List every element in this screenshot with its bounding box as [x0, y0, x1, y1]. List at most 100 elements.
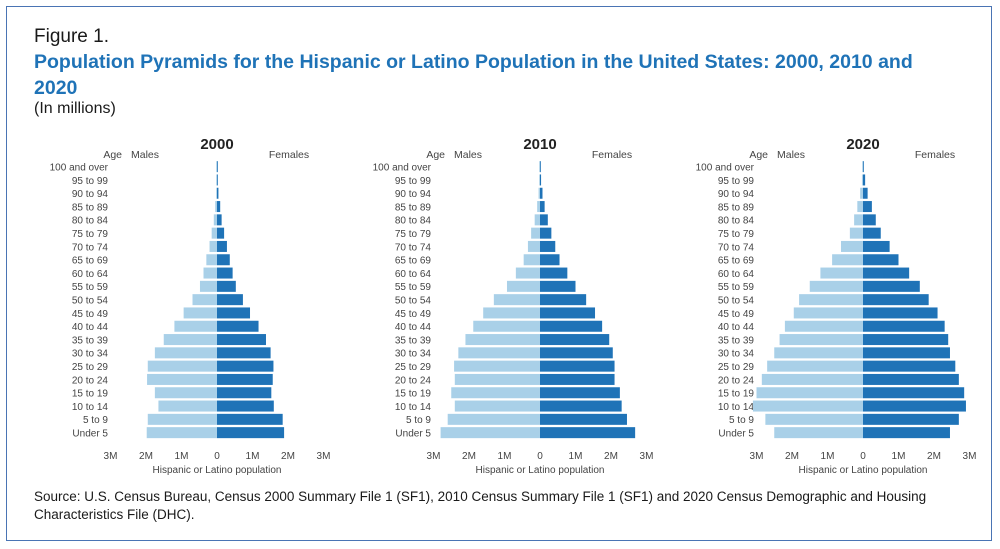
chart-title: 2010: [523, 136, 556, 153]
female-bar: [540, 320, 603, 332]
male-bar: [793, 307, 863, 319]
male-bar: [752, 400, 863, 412]
age-tick-label: 45 to 49: [718, 309, 755, 320]
male-bar: [861, 174, 863, 186]
figure-subtitle: (In millions): [34, 100, 116, 117]
female-bar: [217, 294, 243, 306]
age-tick-label: 15 to 19: [72, 389, 109, 400]
age-tick-label: Under 5: [395, 428, 431, 439]
female-bar: [863, 347, 950, 359]
age-tick-label: 25 to 29: [72, 362, 109, 373]
age-tick-label: 85 to 89: [395, 202, 432, 213]
female-bar: [863, 427, 950, 439]
male-bar: [765, 413, 863, 425]
male-bar: [163, 334, 217, 346]
female-bar: [540, 267, 568, 279]
age-tick-label: 80 to 84: [718, 216, 755, 227]
age-tick-label: 60 to 64: [718, 269, 755, 280]
age-tick-label: 5 to 9: [83, 415, 108, 426]
age-tick-label: 5 to 9: [729, 415, 754, 426]
male-bar: [767, 360, 863, 372]
male-bar: [209, 240, 217, 252]
male-bar: [527, 240, 540, 252]
male-bar: [458, 347, 540, 359]
age-tick-label: 60 to 64: [72, 269, 109, 280]
age-tick-label: 45 to 49: [395, 309, 432, 320]
female-bar: [217, 360, 274, 372]
source-note: Source: U.S. Census Bureau, Census 2000 …: [34, 489, 927, 522]
female-bar: [863, 174, 866, 186]
female-bar: [863, 240, 890, 252]
age-tick-label: 75 to 79: [72, 229, 109, 240]
age-tick-label: 85 to 89: [718, 202, 755, 213]
age-tick-label: 65 to 69: [395, 256, 432, 267]
age-tick-label: 100 and over: [373, 162, 432, 173]
male-bar: [147, 413, 217, 425]
male-bar: [862, 161, 863, 173]
male-bar: [147, 373, 217, 385]
x-tick-label: 0: [214, 451, 220, 462]
male-bar: [756, 387, 863, 399]
female-bar: [217, 227, 225, 239]
age-tick-label: 95 to 99: [72, 176, 109, 187]
age-tick-label: 50 to 54: [395, 295, 432, 306]
male-bar: [493, 294, 540, 306]
female-bar: [863, 201, 872, 213]
x-tick-label: 0: [537, 451, 543, 462]
female-bar: [540, 347, 613, 359]
female-bar: [863, 334, 949, 346]
female-bar: [540, 427, 636, 439]
x-tick-label: 1M: [892, 451, 906, 462]
male-bar: [451, 387, 540, 399]
male-bar: [192, 294, 217, 306]
female-bar: [863, 413, 959, 425]
female-bar: [863, 254, 899, 266]
age-tick-label: 10 to 14: [72, 402, 109, 413]
age-tick-label: 15 to 19: [718, 389, 755, 400]
age-tick-label: 65 to 69: [72, 256, 109, 267]
x-tick-label: 1M: [175, 451, 189, 462]
x-tick-label: 2M: [139, 451, 153, 462]
male-bar: [537, 201, 540, 213]
male-bar: [523, 254, 540, 266]
female-bar: [540, 174, 542, 186]
age-tick-label: 55 to 59: [395, 282, 432, 293]
females-header: Females: [592, 149, 632, 161]
female-bar: [217, 240, 227, 252]
x-axis-label: Hispanic or Latino population: [799, 465, 928, 476]
male-bar: [820, 267, 863, 279]
age-tick-label: 25 to 29: [395, 362, 432, 373]
age-tick-label: 15 to 19: [395, 389, 432, 400]
age-tick-label: 75 to 79: [718, 229, 755, 240]
male-bar: [774, 347, 863, 359]
age-tick-label: 100 and over: [50, 162, 109, 173]
female-bar: [540, 373, 615, 385]
female-bar: [540, 240, 556, 252]
male-bar: [531, 227, 540, 239]
age-tick-label: 35 to 39: [395, 335, 432, 346]
male-bar: [154, 347, 217, 359]
male-bar: [809, 280, 863, 292]
age-tick-label: 40 to 44: [395, 322, 432, 333]
female-bar: [217, 400, 274, 412]
age-tick-label: 20 to 24: [718, 375, 755, 386]
age-tick-label: 85 to 89: [72, 202, 109, 213]
female-bar: [540, 400, 622, 412]
female-bar: [863, 161, 864, 173]
chart-title: 2000: [200, 136, 233, 153]
female-bar: [217, 427, 285, 439]
female-bar: [863, 227, 881, 239]
female-bar: [217, 307, 251, 319]
x-axis-label: Hispanic or Latino population: [153, 465, 282, 476]
age-tick-label: 35 to 39: [72, 335, 109, 346]
male-bar: [840, 240, 863, 252]
age-tick-label: 5 to 9: [406, 415, 431, 426]
male-bar: [183, 307, 217, 319]
female-bar: [863, 400, 966, 412]
age-tick-label: 60 to 64: [395, 269, 432, 280]
female-bar: [217, 214, 222, 226]
x-tick-label: 2M: [462, 451, 476, 462]
female-bar: [863, 373, 959, 385]
female-bar: [540, 294, 587, 306]
